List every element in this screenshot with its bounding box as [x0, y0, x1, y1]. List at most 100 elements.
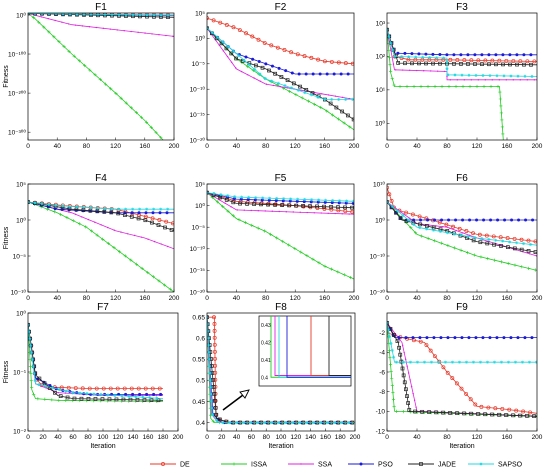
data-point-issa — [288, 89, 292, 94]
data-point-jade — [213, 405, 218, 410]
data-point-issa — [499, 104, 503, 108]
data-point-de — [350, 61, 354, 66]
data-point-issa — [305, 254, 309, 258]
data-point-ssa — [165, 34, 167, 37]
data-point-issa — [163, 283, 167, 287]
data-point-ssa — [137, 31, 139, 34]
data-point-sapso — [333, 420, 337, 425]
data-point-sapso — [148, 396, 152, 400]
chart-title: F7 — [97, 302, 109, 313]
x-tick-label: 80 — [262, 295, 270, 302]
data-point-issa — [109, 87, 113, 91]
data-point-ssa — [443, 70, 446, 73]
data-point-jade — [497, 412, 501, 417]
data-point-sapso — [412, 222, 416, 227]
data-point-jade — [114, 397, 119, 402]
data-point-issa — [32, 392, 36, 396]
data-point-jade — [431, 61, 435, 66]
data-point-jade — [285, 78, 290, 83]
data-point-de — [493, 406, 498, 411]
legend-marker-jade — [419, 462, 423, 466]
data-point-pso — [330, 201, 334, 205]
data-point-de — [519, 237, 524, 242]
data-point-jade — [259, 202, 263, 207]
data-point-pso — [277, 66, 281, 70]
data-point-jade — [123, 213, 127, 217]
data-point-issa — [387, 349, 391, 353]
data-point-de — [275, 45, 280, 50]
data-point-sapso — [530, 74, 534, 79]
data-point-ssa — [348, 97, 350, 100]
x-tick-label: 80 — [443, 434, 451, 441]
data-point-sapso — [145, 207, 149, 211]
x-tick-label: 40 — [233, 143, 241, 150]
data-point-ssa — [519, 79, 522, 81]
data-point-ssa — [341, 213, 343, 215]
data-point-sapso — [124, 207, 128, 211]
data-point-ssa — [320, 93, 323, 95]
data-point-ssa — [442, 226, 444, 228]
x-tick-label: 40 — [413, 295, 421, 302]
data-point-pso — [424, 52, 428, 56]
data-point-jade — [404, 219, 409, 223]
data-point-sapso — [428, 55, 432, 60]
legend-label-sapso: SAPSO — [498, 462, 523, 469]
inset-line-jade — [328, 316, 351, 376]
data-point-de — [437, 220, 442, 225]
data-point-de — [468, 397, 473, 402]
data-point-sapso — [110, 207, 114, 211]
data-point-sapso — [391, 48, 395, 52]
data-point-sapso — [289, 197, 293, 201]
data-point-ssa — [394, 69, 397, 71]
data-point-pso — [295, 199, 299, 203]
data-point-de — [512, 236, 517, 241]
data-point-ssa — [102, 27, 105, 30]
data-point-de — [108, 386, 113, 391]
data-point-issa — [146, 270, 150, 275]
data-point-jade — [37, 376, 42, 381]
x-tick-label: 160 — [320, 434, 331, 441]
data-point-issa — [47, 30, 51, 34]
data-point-pso — [144, 211, 148, 215]
data-point-issa — [500, 125, 504, 129]
data-point-issa — [269, 232, 273, 236]
data-point-jade — [224, 419, 229, 424]
data-point-issa — [139, 115, 144, 119]
data-point-issa — [98, 77, 102, 82]
data-point-sapso — [390, 348, 394, 352]
data-point-jade — [420, 409, 424, 414]
data-point-sapso — [422, 360, 427, 364]
data-point-sapso — [120, 394, 124, 398]
x-axis-label: Iteration — [90, 443, 115, 450]
x-tick-label: 0 — [385, 295, 389, 302]
data-point-jade — [42, 381, 47, 386]
data-point-issa — [479, 255, 483, 259]
x-tick-label: 80 — [83, 143, 91, 150]
x-tick-label: 0 — [205, 295, 209, 302]
data-point-sapso — [209, 399, 214, 403]
data-point-issa — [134, 262, 139, 266]
data-point-de — [343, 209, 348, 214]
y-tick-label: 10⁻¹ — [13, 369, 27, 376]
data-point-sapso — [249, 420, 253, 425]
x-tick-label: 120 — [290, 434, 301, 441]
data-point-sapso — [270, 79, 274, 83]
data-point-jade — [116, 211, 121, 216]
series-group — [28, 200, 174, 292]
data-point-de — [479, 404, 484, 409]
x-tick-label: 40 — [54, 143, 62, 150]
data-point-pso — [475, 218, 479, 222]
data-point-sapso — [303, 197, 307, 202]
data-point-sapso — [270, 420, 274, 425]
legend-label-jade: JADE — [438, 462, 456, 469]
data-point-sapso — [445, 60, 449, 64]
data-point-issa — [275, 236, 279, 240]
data-point-sapso — [508, 240, 512, 244]
inset-zoom: 0.4 0.41 0.42 0.43 — [258, 315, 352, 387]
data-point-de — [525, 59, 530, 64]
y-tick-label: 0.6 — [196, 336, 205, 343]
data-point-ssa — [224, 202, 226, 204]
data-point-issa — [103, 82, 108, 86]
data-point-sapso — [138, 13, 142, 17]
data-point-pso — [502, 336, 506, 340]
